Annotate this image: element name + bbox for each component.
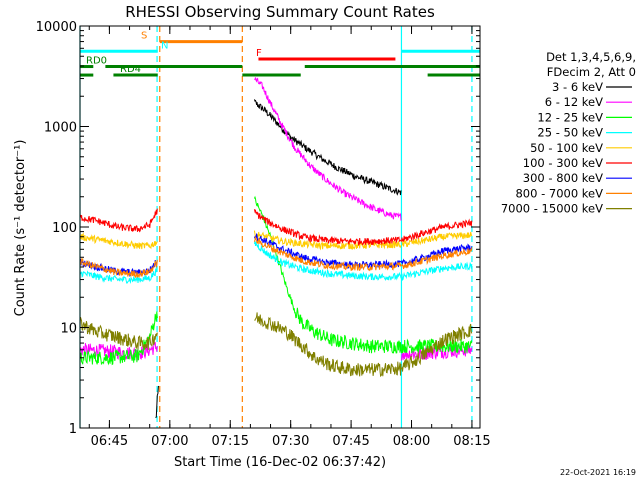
y-tick-label-1: 10 xyxy=(60,322,77,337)
y-tick-label-3: 1000 xyxy=(44,121,77,136)
legend-label-8: 7000 - 15000 keV xyxy=(501,202,603,216)
series-7-segment-2 xyxy=(401,247,473,270)
state-bars: S N F RD0 RD4 xyxy=(80,31,480,77)
series-5-segment-2 xyxy=(401,218,473,242)
series-8 xyxy=(80,312,473,378)
series-4 xyxy=(80,230,473,251)
state-label-n: N xyxy=(161,40,168,51)
state-label-f: F xyxy=(256,48,262,59)
legend-label-7: 800 - 7000 keV xyxy=(515,186,603,200)
state-label-rd4: RD4 xyxy=(120,64,141,75)
series-0 xyxy=(155,99,402,419)
y-tick-label-0: 1 xyxy=(69,422,77,437)
series-1-segment-0 xyxy=(80,342,158,361)
series-4-segment-1 xyxy=(253,230,402,251)
series-2-segment-0 xyxy=(80,311,158,366)
x-tick-label-4: 07:45 xyxy=(332,434,369,449)
x-tick-label-6: 08:15 xyxy=(453,434,490,449)
legend-label-3: 25 - 50 keV xyxy=(537,126,603,140)
series-7 xyxy=(80,235,473,279)
legend-title-line-1: Det 1,3,4,5,6,9, xyxy=(546,50,636,64)
series-3-segment-1 xyxy=(253,240,402,281)
state-label-rd0: RD0 xyxy=(86,56,107,67)
series-1-segment-1 xyxy=(254,77,402,221)
y-tick-label-2: 100 xyxy=(52,221,77,236)
x-tick-label-0: 06:45 xyxy=(91,434,128,449)
x-tick-label-1: 07:00 xyxy=(151,434,188,449)
x-tick-label-2: 07:15 xyxy=(212,434,249,449)
timestamp: 22-Oct-2021 16:19 xyxy=(560,468,636,477)
series-0-segment-0 xyxy=(155,385,160,419)
series-layer xyxy=(80,77,473,419)
axes: 06:45 07:00 07:15 07:30 07:45 08:00 08:15 1 10 10… xyxy=(36,20,491,449)
legend-label-0: 3 - 6 keV xyxy=(552,80,603,94)
series-0-segment-1 xyxy=(253,99,402,196)
series-3-segment-0 xyxy=(80,266,158,285)
chart-title: RHESSI Observing Summary Count Rates xyxy=(125,3,435,21)
y-tick-label-4: 10000 xyxy=(36,20,77,35)
y-axis-label: Count Rate (s⁻¹ detector⁻¹) xyxy=(13,140,28,317)
series-7-segment-0 xyxy=(80,257,158,279)
series-5-segment-1 xyxy=(253,209,402,246)
x-axis-label: Start Time (16-Dec-02 06:37:42) xyxy=(174,455,386,470)
legend-label-2: 12 - 25 keV xyxy=(537,110,603,124)
state-label-s: S xyxy=(141,31,147,42)
series-8-segment-2 xyxy=(401,323,473,372)
series-4-segment-0 xyxy=(80,232,158,250)
series-5 xyxy=(80,208,473,246)
series-2-segment-2 xyxy=(401,338,473,354)
series-7-segment-1 xyxy=(253,235,402,272)
series-3-segment-2 xyxy=(401,261,473,282)
series-4-segment-2 xyxy=(401,231,473,248)
legend-label-6: 300 - 800 keV xyxy=(523,171,603,185)
series-8-segment-1 xyxy=(254,312,402,378)
series-8-segment-0 xyxy=(80,317,158,351)
x-tick-label-3: 07:30 xyxy=(272,434,309,449)
legend-title-line-2: FDecim 2, Att 0 xyxy=(547,65,636,79)
legend-label-1: 6 - 12 keV xyxy=(545,95,603,109)
legend-label-5: 100 - 300 keV xyxy=(523,156,603,170)
series-5-segment-0 xyxy=(80,208,158,233)
x-tick-label-5: 08:00 xyxy=(393,434,430,449)
series-3 xyxy=(80,240,473,285)
legend-label-4: 50 - 100 keV xyxy=(530,141,603,155)
